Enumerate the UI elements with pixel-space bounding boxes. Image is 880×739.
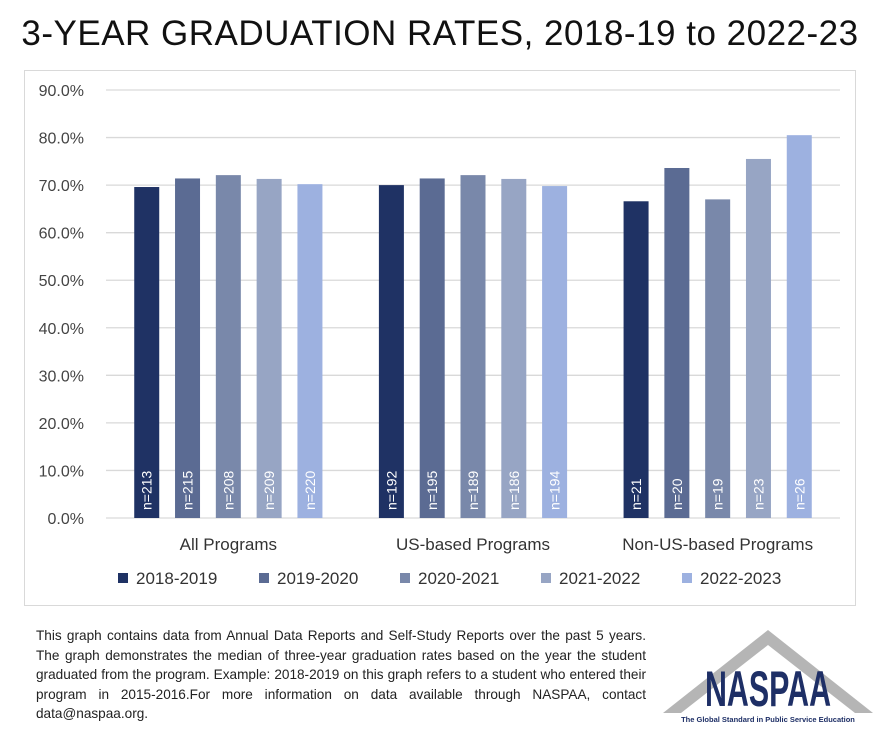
bar-2021-2022 [745,158,771,518]
y-tick-label: 70.0% [39,178,84,195]
bar-2019-2020 [175,178,201,518]
legend-swatch [682,573,692,583]
y-tick-label: 40.0% [39,321,84,338]
bar-n-label: n=21 [628,478,644,510]
legend-label: 2021-2022 [559,569,640,588]
bar-n-label: n=215 [180,470,196,510]
y-tick-label: 80.0% [39,131,84,148]
bar-n-label: n=209 [261,470,277,510]
y-tick-label: 10.0% [39,463,84,480]
legend-label: 2019-2020 [277,569,358,588]
bar-n-label: n=20 [669,478,685,510]
bar-2018-2019 [378,185,404,518]
bar-n-label: n=186 [506,470,522,510]
bar-2021-2022 [256,178,282,518]
bar-n-label: n=189 [465,470,481,510]
bar-n-label: n=23 [750,478,766,510]
bar-n-label: n=195 [424,470,440,510]
logo-tagline: The Global Standard in Public Service Ed… [681,715,855,724]
legend-swatch [400,573,410,583]
bar-2018-2019 [623,201,649,518]
bar-2021-2022 [501,178,527,518]
bar-2019-2020 [419,178,445,518]
bar-n-label: n=192 [383,470,399,510]
bar-2019-2020 [664,167,690,519]
y-tick-label: 60.0% [39,226,84,243]
naspaa-logo: NASPAA The Global Standard in Public Ser… [663,630,873,724]
bar-n-label: n=220 [302,470,318,510]
bar-n-label: n=208 [220,470,236,510]
bar-2022-2023 [786,135,812,518]
bar-2018-2019 [134,187,160,518]
legend-label: 2018-2019 [136,569,217,588]
bar-2022-2023 [297,184,323,518]
legend-swatch [541,573,551,583]
x-category-label: Non-US-based Programs [622,535,813,554]
logo-text: NASPAA [705,661,831,717]
y-tick-label: 90.0% [39,83,84,100]
y-tick-label: 50.0% [39,273,84,290]
x-category-label: All Programs [180,535,277,554]
y-tick-label: 30.0% [39,368,84,385]
legend-label: 2020-2021 [418,569,499,588]
bar-2020-2021 [460,175,486,518]
logo-roof-shape [663,630,873,713]
bar-n-label: n=194 [547,470,563,510]
bar-n-label: n=19 [710,478,726,510]
y-tick-label: 20.0% [39,416,84,433]
bar-n-label: n=26 [791,478,807,510]
legend-swatch [118,573,128,583]
bar-2020-2021 [705,199,731,518]
bar-2022-2023 [542,186,568,518]
bar-2020-2021 [215,175,241,518]
bar-n-label: n=213 [139,470,155,510]
y-tick-label: 0.0% [48,511,84,528]
chart-title: 3-YEAR GRADUATION RATES, 2018-19 to 2022… [21,14,859,53]
legend-swatch [259,573,269,583]
footnote: This graph contains data from Annual Dat… [36,628,646,721]
legend-label: 2022-2023 [700,569,781,588]
chart-frame [24,70,856,606]
x-category-label: US-based Programs [396,535,550,554]
